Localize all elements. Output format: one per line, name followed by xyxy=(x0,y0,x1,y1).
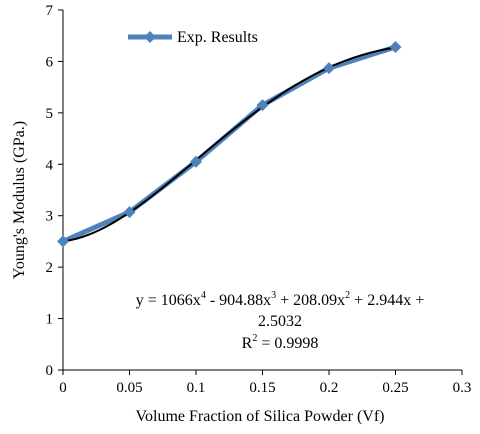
x-tick-label: 0.15 xyxy=(249,380,275,396)
x-tick-label: 0.05 xyxy=(116,380,142,396)
legend-diamond-icon xyxy=(144,31,156,43)
y-tick-label: 5 xyxy=(46,106,54,122)
polynomial-trendline xyxy=(62,46,396,243)
y-tick-label: 0 xyxy=(46,363,54,379)
y-tick-label: 3 xyxy=(46,209,54,225)
eq-exp-2: 2 xyxy=(345,290,350,301)
y-tick-label: 2 xyxy=(46,260,54,276)
x-tick-label: 0.1 xyxy=(187,380,206,396)
x-tick-label: 0.25 xyxy=(382,380,408,396)
y-tick-label: 1 xyxy=(46,312,54,328)
r-squared: R2 = 0.9998 xyxy=(242,333,319,352)
x-axis-ticks: 0 0.05 0.1 0.15 0.2 0.25 0.3 xyxy=(59,370,471,396)
eq-term-3: - 904.88x xyxy=(206,292,271,309)
data-point-diamond xyxy=(190,155,202,168)
eq-exp-3: 3 xyxy=(271,290,276,301)
series-markers xyxy=(57,41,402,248)
y-tick-label: 6 xyxy=(46,54,54,70)
y-tick-label: 4 xyxy=(46,157,54,173)
series-line-exp-results xyxy=(61,44,397,244)
data-point-diamond xyxy=(57,235,69,248)
x-tick-label: 0.3 xyxy=(453,380,472,396)
eq-term-1: + 2.944x + xyxy=(350,292,424,309)
x-tick-label: 0.2 xyxy=(320,380,339,396)
x-axis-title: Volume Fraction of Silica Powder (Vf) xyxy=(136,408,385,425)
y-axis-ticks: 0 1 2 3 4 5 6 7 xyxy=(46,3,63,379)
y-axis-title: Young's Modulus (GPa.) xyxy=(11,121,28,279)
data-point-diamond xyxy=(123,206,136,219)
trendline-equation-constant: 2.5032 xyxy=(258,313,302,330)
data-point-diamond xyxy=(323,62,335,75)
y-tick-label: 7 xyxy=(46,3,54,19)
legend: Exp. Results xyxy=(128,29,258,46)
eq-term-2: + 208.09x xyxy=(276,292,345,309)
r2-value: = 0.9998 xyxy=(257,335,318,352)
eq-exp-4: 4 xyxy=(201,290,206,301)
legend-label: Exp. Results xyxy=(177,29,258,46)
trendline-equation: y = 1066x4 - 904.88x3 + 208.09x2 + 2.944… xyxy=(136,290,424,309)
r2-label: R xyxy=(242,335,253,352)
data-point-diamond xyxy=(256,99,269,112)
x-tick-label: 0 xyxy=(59,380,67,396)
eq-term-4: y = 1066x xyxy=(136,292,201,309)
r2-exponent: 2 xyxy=(252,333,257,344)
data-point-diamond xyxy=(389,41,402,54)
